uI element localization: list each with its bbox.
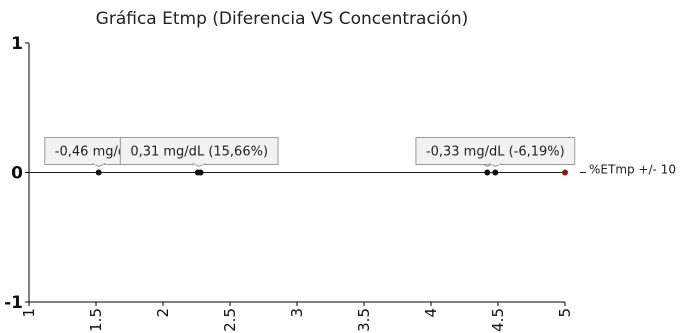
x-tick-label: 1 [20,308,38,318]
x-tick-label: 3.5 [355,308,373,332]
y-tick-label: 0 [11,164,23,184]
data-point [95,169,102,176]
x-tick-label: 1.5 [87,308,105,332]
y-ticks: 1 0 -1 [4,34,29,313]
data-label-box [415,137,576,165]
data-points [95,169,568,176]
x-tick-label: 2.5 [221,308,239,332]
data-label: 0,31 mg/dL (15,66%) [119,137,279,168]
data-label-text: -0,33 mg/dL (-6,19%) [426,145,565,160]
x-tick-label: 3 [288,308,306,318]
data-point [484,169,491,176]
data-labels: -0,46 mg/dL (0,31 mg/dL (15,66%)-0,91 mg… [44,137,576,168]
data-point [492,169,499,176]
reference-line-group: %ETmp +/- 10 [29,163,676,177]
reference-label: %ETmp +/- 10 [589,163,676,177]
chart-title: Gráfica Etmp (Diferencia VS Concentració… [96,9,469,29]
y-tick-label: 1 [11,34,23,54]
data-label: -0,33 mg/dL (-6,19%) [415,137,576,168]
data-label-box [119,137,279,165]
data-point [562,169,568,176]
data-label-text: 0,31 mg/dL (15,66%) [130,145,268,160]
x-tick-label: 4 [422,308,440,318]
x-tick-label: 2 [154,308,172,318]
data-point [197,169,204,176]
x-tick-label: 5 [556,308,574,318]
x-tick-label: 4.5 [489,308,507,332]
x-ticks: 1 1.5 2 2.5 3 3.5 4 4.5 5 [20,302,574,332]
y-tick-label: -1 [4,293,23,313]
